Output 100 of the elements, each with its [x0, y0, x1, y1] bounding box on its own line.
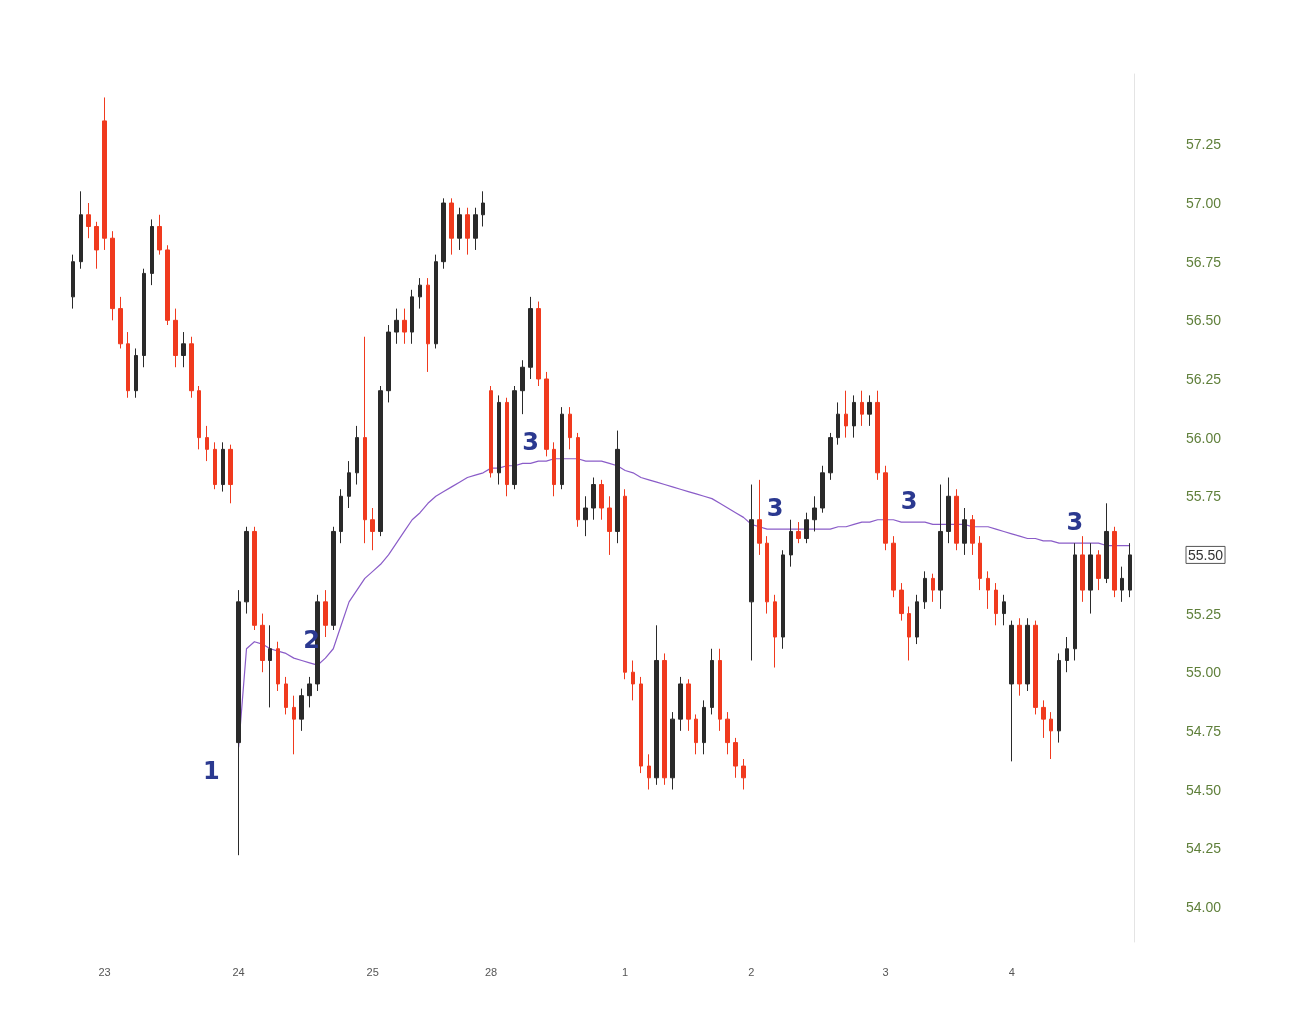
candlestick [1049, 711, 1053, 760]
candlestick [157, 214, 162, 256]
y-tick-label: 55.25 [1186, 605, 1222, 622]
candlestick [678, 676, 683, 732]
candlestick [221, 441, 225, 493]
candlestick [875, 390, 880, 481]
candlestick [307, 676, 312, 708]
candlestick [938, 484, 943, 610]
candlestick [292, 695, 296, 755]
candlestick [110, 230, 115, 321]
candlestick [654, 624, 659, 786]
candlestick [284, 676, 288, 715]
candlestick [299, 688, 304, 732]
candlestick [1041, 699, 1046, 739]
candlestick [276, 641, 280, 692]
x-tick-label: 3 [882, 965, 889, 978]
candlestick [694, 713, 698, 755]
candlestick [1057, 652, 1061, 744]
candlestick [536, 301, 541, 387]
candlestick [370, 507, 375, 551]
candlestick [489, 385, 493, 478]
candlestick [347, 460, 351, 509]
candlestick [931, 573, 935, 603]
candlestick [512, 385, 517, 490]
candlestick [702, 699, 706, 755]
candlestick [197, 385, 201, 450]
candlestick [323, 589, 328, 638]
candlestick [796, 521, 801, 544]
candlestick [867, 394, 872, 427]
annotation: 3 [1066, 508, 1084, 537]
candlestick [749, 484, 754, 661]
candlestick [394, 308, 399, 345]
candlestick [418, 277, 422, 310]
candlestick [481, 190, 485, 227]
annotation: 1 [202, 757, 220, 786]
candlestick [591, 477, 596, 521]
candlestick [181, 331, 186, 368]
candlestick [781, 549, 785, 650]
candlestick [1120, 566, 1124, 603]
x-tick-label: 4 [1008, 965, 1015, 978]
annotation: 3 [766, 494, 784, 523]
candlestick [860, 390, 864, 427]
candlestick [71, 254, 75, 310]
candlestick [260, 613, 265, 673]
candlestick [599, 479, 604, 521]
y-tick-label: 56.75 [1186, 253, 1222, 270]
candlestick [883, 465, 888, 551]
annotation: 3 [522, 428, 539, 457]
candlestick [497, 394, 501, 486]
candlestick [252, 526, 257, 631]
candlestick [962, 507, 967, 556]
candlestick [441, 197, 446, 270]
candlestick [1002, 594, 1006, 626]
candlestick [820, 465, 825, 514]
candlestick [520, 359, 525, 415]
candlestick [410, 289, 414, 345]
candlestick [741, 758, 746, 791]
candlestick [426, 277, 430, 373]
candlestick [1009, 620, 1014, 762]
y-tick-label: 54.25 [1186, 840, 1222, 857]
candlestick [228, 444, 233, 504]
candlestick [205, 425, 209, 462]
candlestick [915, 594, 919, 645]
candlestick [607, 495, 612, 556]
candlestick [1128, 542, 1132, 598]
y-tick-label: 55.00 [1186, 664, 1222, 681]
candlestick [670, 711, 675, 791]
candlestick [994, 582, 998, 626]
candlestick [899, 582, 904, 622]
y-tick-label: 55.75 [1186, 488, 1222, 505]
candlestick [1065, 636, 1069, 673]
candlestick [378, 385, 383, 537]
candlestick [954, 488, 959, 551]
candlestick [907, 606, 911, 661]
candlestick [1112, 526, 1117, 598]
candlestick [812, 495, 817, 532]
candlestick [363, 336, 367, 544]
candlestick [505, 397, 509, 497]
y-tick-label: 55.50 [1188, 547, 1224, 564]
candlestick [94, 221, 99, 270]
candlestick [1017, 617, 1022, 697]
y-tick-label: 56.25 [1186, 370, 1222, 387]
candlestick [79, 190, 83, 270]
candlestick [836, 401, 840, 446]
candlestick [544, 371, 549, 457]
candlestick [173, 308, 178, 368]
candlestick [339, 488, 343, 544]
candlestick [150, 218, 154, 286]
candlestick [718, 648, 722, 732]
candlestick [583, 495, 588, 537]
candlestick [126, 331, 130, 399]
candlestick [244, 526, 249, 615]
y-tick-label: 54.75 [1186, 722, 1222, 739]
candlestick [568, 406, 572, 450]
candlestick [852, 394, 856, 439]
candlestick [1080, 535, 1085, 603]
candlestick [134, 347, 138, 399]
candlestick [86, 202, 91, 239]
candlestick [142, 268, 146, 368]
annotation: 3 [900, 487, 918, 516]
